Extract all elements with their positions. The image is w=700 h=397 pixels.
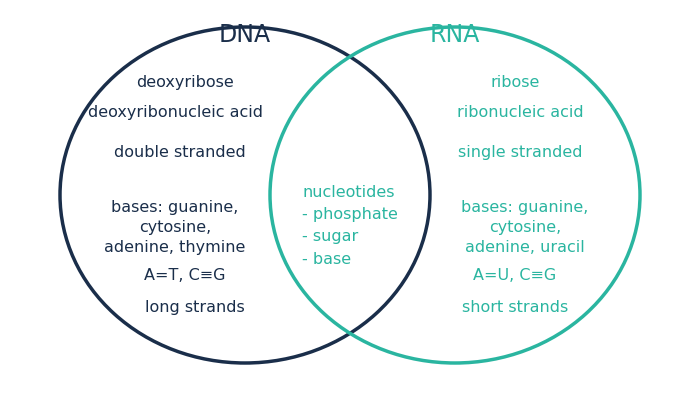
Text: deoxyribonucleic acid: deoxyribonucleic acid	[88, 105, 262, 120]
Text: ribonucleic acid: ribonucleic acid	[456, 105, 583, 120]
Text: short strands: short strands	[462, 300, 568, 315]
Text: A=U, C≡G: A=U, C≡G	[473, 268, 556, 283]
Text: deoxyribose: deoxyribose	[136, 75, 234, 90]
Text: DNA: DNA	[219, 23, 271, 47]
Text: RNA: RNA	[430, 23, 480, 47]
Text: single stranded: single stranded	[458, 145, 582, 160]
Text: ribose: ribose	[490, 75, 540, 90]
Text: bases: guanine,
cytosine,
adenine, uracil: bases: guanine, cytosine, adenine, uraci…	[461, 200, 589, 254]
Text: bases: guanine,
cytosine,
adenine, thymine: bases: guanine, cytosine, adenine, thymi…	[104, 200, 246, 254]
Text: A=T, C≡G: A=T, C≡G	[144, 268, 225, 283]
Text: double stranded: double stranded	[114, 145, 246, 160]
Text: long strands: long strands	[145, 300, 245, 315]
Text: nucleotides
- phosphate
- sugar
- base: nucleotides - phosphate - sugar - base	[302, 185, 398, 267]
